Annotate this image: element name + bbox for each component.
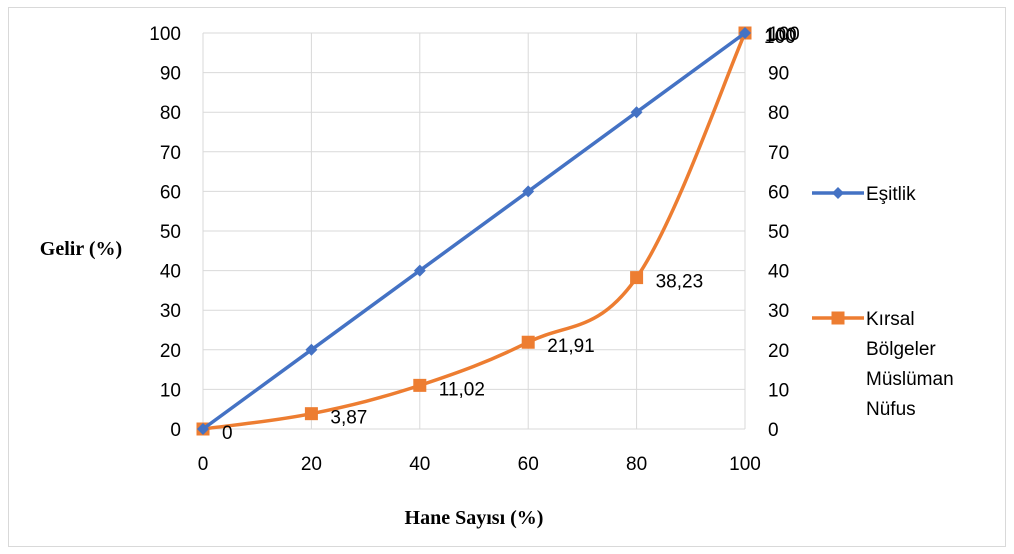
x-tick-label: 100 xyxy=(729,454,761,475)
y-tick-label-left: 10 xyxy=(160,380,181,401)
y-tick-label-left: 40 xyxy=(160,262,181,283)
chart-frame xyxy=(8,7,1006,547)
legend-label-kirsal-line: Müslüman xyxy=(866,369,954,390)
series-group xyxy=(196,26,752,436)
y-tick-label-right: 0 xyxy=(768,420,779,441)
data-label: 3,87 xyxy=(330,408,367,429)
data-label: 0 xyxy=(222,423,233,444)
y-tick-label-right: 90 xyxy=(768,64,789,85)
data-point-esitlik xyxy=(413,264,426,277)
x-tick-label: 80 xyxy=(626,454,647,475)
y-tick-label-left: 60 xyxy=(160,182,181,203)
grid-lines xyxy=(202,32,746,430)
data-point-esitlik xyxy=(739,27,751,39)
legend-label-kirsal-line: Bölgeler xyxy=(866,339,936,360)
x-tick-label: 60 xyxy=(518,454,539,475)
y-tick-label-right: 100 xyxy=(768,24,800,45)
y-tick-label-left: 30 xyxy=(160,301,181,322)
x-axis-title: Hane Sayısı (%) xyxy=(405,507,544,529)
y-tick-label-left: 80 xyxy=(160,103,181,124)
data-label: 100 xyxy=(764,27,796,48)
y-tick-label-right: 40 xyxy=(768,262,789,283)
series-line-esitlik xyxy=(201,31,747,431)
y-tick-label-right: 50 xyxy=(768,222,789,243)
data-point-kirsal xyxy=(304,407,318,421)
legend-label-kirsal-line: Kırsal xyxy=(866,309,915,330)
data-point-kirsal xyxy=(630,271,644,285)
y-tick-label-left: 100 xyxy=(149,24,181,45)
legend-marker-kirsal xyxy=(831,311,845,325)
y-tick-label-left: 20 xyxy=(160,341,181,362)
y-tick-label-right: 60 xyxy=(768,182,789,203)
data-point-kirsal xyxy=(521,335,535,349)
y-axis-title: Gelir (%) xyxy=(40,238,122,260)
y-tick-label-left: 50 xyxy=(160,222,181,243)
data-point-kirsal xyxy=(413,378,427,392)
data-point-esitlik xyxy=(305,343,318,356)
legend-label-esitlik: Eşitlik xyxy=(866,184,916,205)
y-tick-label-left: 0 xyxy=(170,420,181,441)
y-tick-label-right: 80 xyxy=(768,103,789,124)
data-point-esitlik xyxy=(197,423,209,435)
x-tick-label: 20 xyxy=(301,454,322,475)
legend: Eşitlik Kırsal Bölgeler Müslüman Nüfus xyxy=(812,184,954,420)
data-label: 11,02 xyxy=(439,379,485,400)
data-point-esitlik xyxy=(630,106,643,119)
legend-label-kirsal-line: Nüfus xyxy=(866,399,916,420)
y-tick-label-right: 30 xyxy=(768,301,789,322)
y-tick-label-right: 20 xyxy=(768,341,789,362)
x-tick-label: 0 xyxy=(198,454,209,475)
y-tick-label-right: 70 xyxy=(768,143,789,164)
data-label: 38,23 xyxy=(656,272,704,293)
y-tick-label-left: 90 xyxy=(160,64,181,85)
y-tick-label-right: 10 xyxy=(768,380,789,401)
x-tick-label: 40 xyxy=(409,454,430,475)
y-tick-label-left: 70 xyxy=(160,143,181,164)
data-label: 21,91 xyxy=(547,336,595,357)
data-point-esitlik xyxy=(522,185,535,198)
data-label-extra: 100 xyxy=(765,25,797,46)
legend-marker-esitlik xyxy=(832,187,844,199)
